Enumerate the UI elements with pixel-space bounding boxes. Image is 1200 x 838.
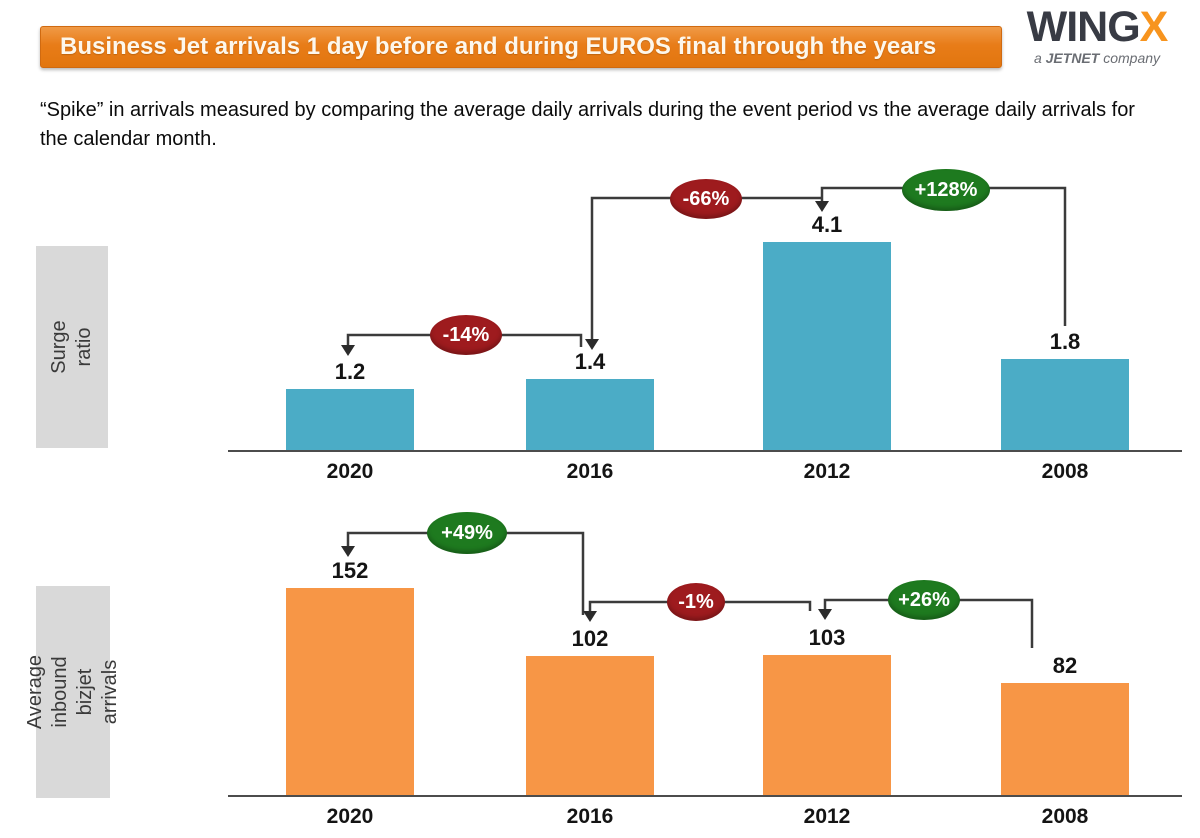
logo-tagline: a JETNET company: [1033, 50, 1161, 66]
chart-title-box-0: Surge ratio: [36, 246, 108, 448]
arrowhead-down-icon: [341, 546, 355, 557]
page-title: Business Jet arrivals 1 day before and d…: [60, 33, 937, 60]
bar-2016: [526, 656, 654, 795]
wingx-logo-wordmark: WINGX: [1012, 6, 1182, 49]
change-badge-plusminus-26pct: +26%: [888, 580, 960, 620]
bar-2016: [526, 379, 654, 450]
chart-title-box-1: Average inbound bizjet arrivals: [24, 586, 121, 798]
x-tick-2012: 2012: [803, 805, 851, 828]
change-badge-minus-66pct: -66%: [670, 179, 742, 219]
title-banner: Business Jet arrivals 1 day before and d…: [40, 26, 1002, 68]
value-label-2020: 152: [331, 558, 369, 583]
x-tick-2008: 2008: [1041, 460, 1089, 483]
value-label-2012: 103: [808, 625, 846, 650]
x-axis: [228, 450, 1182, 452]
x-tick-2020: 2020: [326, 805, 374, 828]
chart-title: Surge ratio: [48, 320, 95, 374]
chart-description: “Spike” in arrivals measured by comparin…: [40, 99, 1135, 150]
x-axis: [228, 795, 1182, 797]
x-tick-2008: 2008: [1041, 805, 1089, 828]
wingx-logo: WINGX a JETNET company: [1012, 6, 1182, 67]
arrowhead-down-icon: [818, 609, 832, 620]
logo-wing-text: WING: [1026, 3, 1141, 51]
change-badge-plusminus-128pct: +128%: [902, 169, 990, 211]
arrowhead-down-icon: [341, 345, 355, 356]
value-label-2008: 1.8: [1049, 329, 1081, 354]
chart-title: Average inbound bizjet arrivals: [24, 654, 122, 730]
bar-2020: [286, 588, 414, 795]
x-tick-2020: 2020: [326, 460, 374, 483]
value-label-2012: 4.1: [811, 212, 843, 237]
x-tick-2016: 2016: [566, 460, 614, 483]
bar-2020: [286, 389, 414, 450]
bar-2008: [1001, 359, 1129, 450]
change-badge-minus-1pct: -1%: [667, 583, 725, 621]
bar-2012: [763, 655, 891, 795]
x-tick-2012: 2012: [803, 460, 851, 483]
change-badge-minus-14pct: -14%: [430, 315, 502, 355]
x-tick-2016: 2016: [566, 805, 614, 828]
value-label-2020: 1.2: [334, 359, 366, 384]
change-badge-plusminus-49pct: +49%: [427, 512, 507, 554]
arrowhead-down-icon: [583, 611, 597, 622]
arrowhead-down-icon: [815, 201, 829, 212]
value-label-2016: 102: [571, 626, 609, 651]
value-label-2016: 1.4: [574, 349, 606, 374]
logo-x-text: X: [1139, 3, 1169, 51]
value-label-2008: 82: [1052, 653, 1078, 678]
bar-2008: [1001, 683, 1129, 795]
bar-2012: [763, 242, 891, 450]
